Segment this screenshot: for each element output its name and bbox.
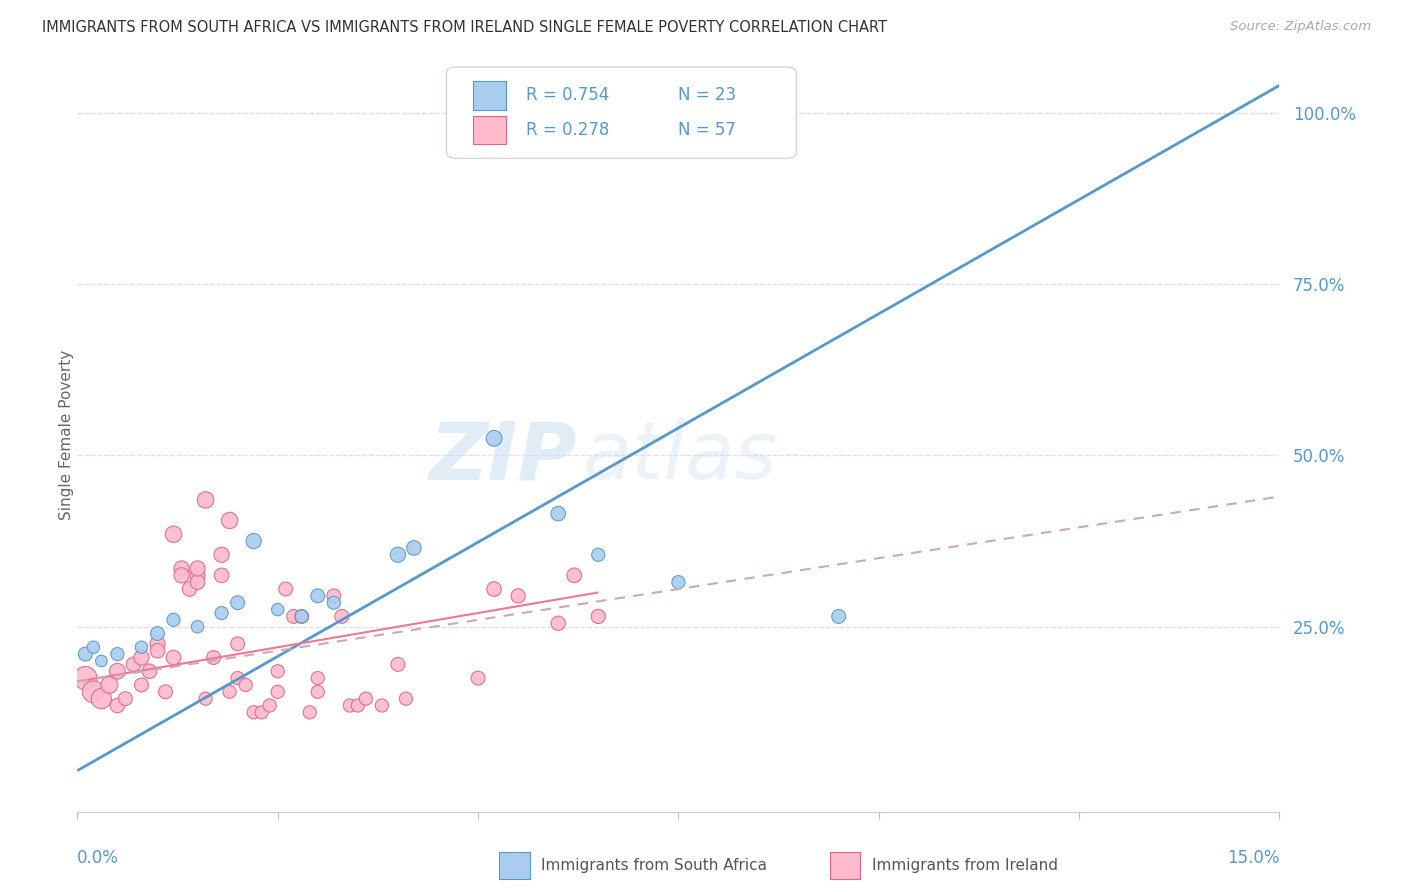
Point	[467, 671, 489, 685]
Point	[307, 685, 329, 699]
Point	[339, 698, 361, 713]
Point	[155, 685, 177, 699]
Point	[162, 527, 184, 541]
Point	[211, 606, 233, 620]
Point	[82, 685, 104, 699]
Point	[170, 568, 193, 582]
Point	[114, 691, 136, 706]
Text: N = 57: N = 57	[679, 121, 737, 139]
Point	[170, 561, 193, 575]
Point	[131, 650, 153, 665]
Point	[267, 602, 290, 616]
Point	[162, 613, 184, 627]
FancyBboxPatch shape	[472, 81, 506, 110]
Y-axis label: Single Female Poverty: Single Female Poverty	[59, 350, 73, 520]
Point	[259, 698, 281, 713]
Point	[250, 706, 273, 720]
Point	[588, 609, 610, 624]
Point	[202, 650, 225, 665]
Point	[218, 685, 240, 699]
Point	[643, 133, 665, 147]
Text: Immigrants from Ireland: Immigrants from Ireland	[872, 858, 1057, 872]
FancyBboxPatch shape	[446, 67, 796, 158]
Point	[211, 548, 233, 562]
Point	[668, 575, 690, 590]
Point	[138, 665, 160, 679]
Point	[387, 548, 409, 562]
Point	[90, 654, 112, 668]
Point	[330, 609, 353, 624]
Point	[298, 706, 321, 720]
Point	[347, 698, 370, 713]
Point	[131, 678, 153, 692]
Point	[354, 691, 377, 706]
Point	[547, 507, 569, 521]
Point	[226, 671, 249, 685]
Point	[211, 568, 233, 582]
Text: Source: ZipAtlas.com: Source: ZipAtlas.com	[1230, 20, 1371, 33]
Point	[194, 492, 217, 507]
Point	[371, 698, 394, 713]
Point	[82, 640, 104, 655]
Point	[107, 647, 129, 661]
Text: atlas: atlas	[582, 418, 778, 497]
Point	[107, 665, 129, 679]
Point	[194, 691, 217, 706]
Point	[235, 678, 257, 692]
Point	[107, 698, 129, 713]
Text: ZIP: ZIP	[429, 418, 576, 497]
Point	[828, 609, 851, 624]
Point	[322, 596, 344, 610]
Point	[75, 647, 97, 661]
Point	[98, 678, 121, 692]
Text: 15.0%: 15.0%	[1227, 849, 1279, 867]
Point	[274, 582, 297, 596]
Point	[508, 589, 530, 603]
Point	[307, 671, 329, 685]
Point	[226, 596, 249, 610]
Point	[187, 575, 209, 590]
FancyBboxPatch shape	[472, 116, 506, 145]
Point	[187, 568, 209, 582]
Point	[547, 616, 569, 631]
Point	[162, 650, 184, 665]
Point	[395, 691, 418, 706]
Point	[588, 548, 610, 562]
Point	[179, 582, 201, 596]
Point	[402, 541, 425, 555]
Point	[291, 609, 314, 624]
Point	[267, 685, 290, 699]
Point	[291, 609, 314, 624]
Point	[218, 514, 240, 528]
Point	[242, 534, 264, 549]
Text: R = 0.754: R = 0.754	[526, 87, 609, 104]
Point	[226, 637, 249, 651]
Point	[187, 561, 209, 575]
Point	[146, 637, 169, 651]
Point	[482, 431, 505, 445]
Point	[146, 643, 169, 657]
Text: Immigrants from South Africa: Immigrants from South Africa	[541, 858, 768, 872]
Point	[387, 657, 409, 672]
Point	[283, 609, 305, 624]
Point	[146, 626, 169, 640]
Text: 0.0%: 0.0%	[77, 849, 120, 867]
Point	[267, 665, 290, 679]
Point	[562, 568, 585, 582]
Text: N = 23: N = 23	[679, 87, 737, 104]
Point	[322, 589, 344, 603]
Text: IMMIGRANTS FROM SOUTH AFRICA VS IMMIGRANTS FROM IRELAND SINGLE FEMALE POVERTY CO: IMMIGRANTS FROM SOUTH AFRICA VS IMMIGRAN…	[42, 20, 887, 35]
Point	[131, 640, 153, 655]
Point	[482, 582, 505, 596]
Point	[122, 657, 145, 672]
Point	[90, 691, 112, 706]
Point	[75, 671, 97, 685]
Text: R = 0.278: R = 0.278	[526, 121, 609, 139]
Point	[187, 620, 209, 634]
Point	[307, 589, 329, 603]
Point	[242, 706, 264, 720]
